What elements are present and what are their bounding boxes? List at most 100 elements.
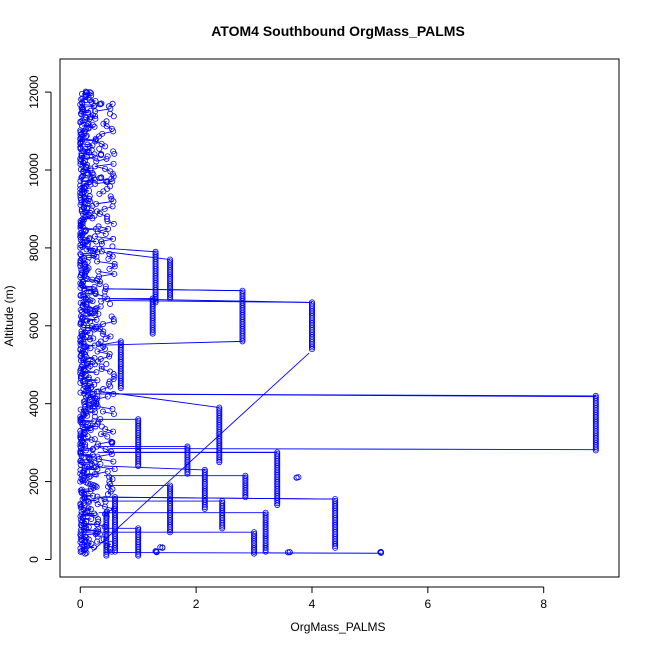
dense-trace-line (86, 156, 96, 159)
data-point (84, 311, 91, 318)
data-point (112, 497, 119, 504)
dense-trace-line (86, 356, 95, 359)
data-point (92, 305, 99, 312)
data-point (77, 529, 84, 536)
dense-trace-line (85, 386, 92, 388)
x-axis: 0 2 4 6 8 (77, 586, 547, 611)
dense-trace-line (95, 466, 115, 470)
data-point (219, 498, 226, 505)
dense-trace-line (95, 398, 98, 402)
data-point (93, 483, 100, 490)
data-point (251, 532, 258, 539)
dense-trace-line (101, 368, 111, 372)
data-point (332, 499, 339, 506)
data-point (201, 466, 208, 473)
data-point (117, 338, 124, 345)
data-point (167, 482, 174, 489)
data-point (201, 468, 208, 475)
y-tick-label: 10000 (27, 153, 41, 187)
data-point (108, 448, 115, 455)
data-point (86, 143, 93, 150)
data-point (262, 513, 269, 520)
data-point (78, 174, 85, 181)
data-point (104, 153, 111, 160)
data-point (242, 472, 249, 479)
excursion-connector-line (103, 465, 205, 471)
dense-trace-line (97, 228, 109, 232)
data-point (95, 323, 102, 330)
dense-trace-line (100, 433, 108, 438)
data-point (112, 495, 119, 502)
dense-trace-line (84, 536, 87, 539)
dense-trace-line (86, 151, 90, 153)
dense-trace-line (81, 329, 88, 332)
data-point (242, 476, 249, 483)
plot-area-border (59, 58, 620, 578)
data-point (184, 443, 191, 450)
data-point (104, 213, 111, 220)
data-point (82, 371, 89, 378)
data-point (92, 138, 99, 145)
data-point (108, 313, 115, 320)
data-point (99, 408, 106, 415)
dense-trace-line (80, 145, 90, 148)
data-point (108, 451, 115, 458)
data-point (117, 340, 124, 347)
data-point (91, 436, 98, 443)
data-point (109, 100, 116, 107)
data-point (286, 549, 293, 556)
data-point (80, 428, 87, 435)
data-point (80, 217, 87, 224)
dense-trace-line (81, 461, 95, 464)
dense-trace-line (80, 293, 84, 296)
dense-trace-line (80, 338, 91, 341)
dense-trace-line (87, 329, 95, 331)
data-point (293, 474, 300, 481)
dense-trace-line (99, 328, 104, 332)
data-point (157, 544, 164, 551)
dense-trace-line (80, 438, 92, 441)
dense-trace-line (87, 424, 91, 426)
data-point (100, 343, 107, 350)
data-point (149, 297, 156, 304)
dense-trace-line (101, 238, 114, 242)
data-point (332, 497, 339, 504)
dense-trace-line (84, 230, 87, 232)
data-point (112, 494, 119, 501)
chart-title: ATOM4 Southbound OrgMass_PALMS (211, 23, 465, 39)
data-point (94, 258, 101, 265)
data-point (91, 471, 98, 478)
dense-trace-line (112, 173, 115, 177)
data-point (98, 431, 105, 438)
data-point (95, 441, 102, 448)
dense-trace-line (80, 321, 91, 323)
dense-trace-line (109, 253, 113, 257)
data-point (78, 526, 85, 533)
dense-trace-line (80, 232, 83, 234)
data-point (96, 245, 103, 252)
data-point (110, 113, 117, 120)
data-point (103, 118, 110, 125)
dense-trace-line (86, 390, 97, 393)
data-point (94, 348, 101, 355)
data-point (94, 501, 101, 508)
data-point (274, 449, 281, 456)
data-point (99, 130, 106, 137)
dense-trace-line (86, 116, 91, 119)
data-point (78, 156, 85, 163)
data-point (102, 165, 109, 172)
data-point (78, 281, 85, 288)
dense-trace-line (101, 143, 106, 147)
dense-trace-line (96, 211, 101, 215)
y-tick-label: 0 (27, 556, 41, 563)
data-point (239, 291, 246, 298)
dense-trace-line (101, 298, 108, 302)
dense-trace-line (89, 383, 95, 386)
data-point (92, 290, 99, 297)
data-point (101, 496, 108, 503)
data-point (167, 258, 174, 265)
data-point (84, 294, 91, 301)
data-point (97, 356, 104, 363)
data-point (107, 193, 114, 200)
